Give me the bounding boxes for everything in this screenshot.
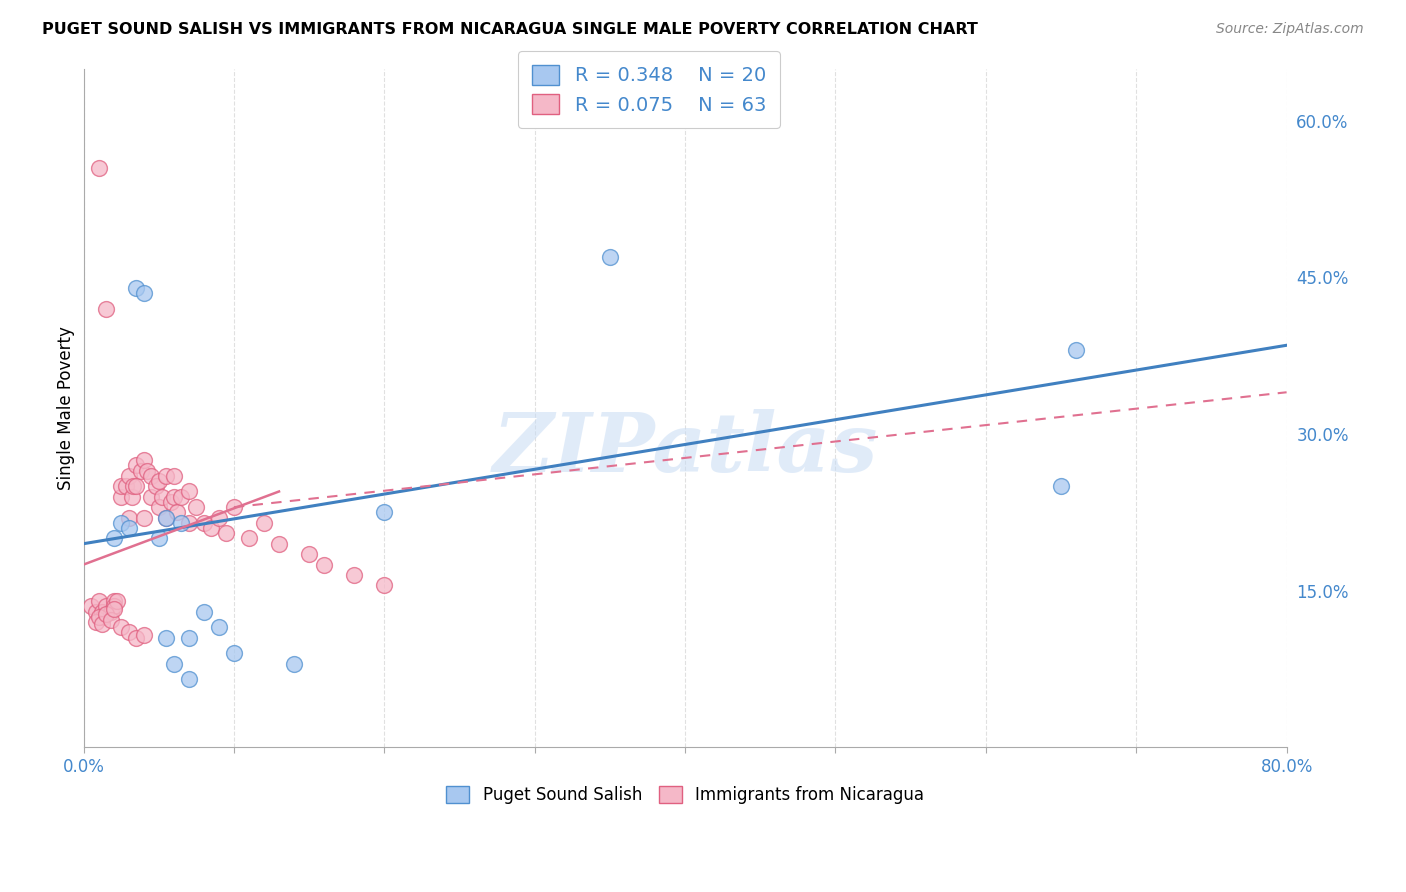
Point [148,532,170,546]
Point [132,453,155,467]
Point [200,521,222,535]
Point [103,532,125,546]
Point [94,301,117,316]
Point [117,468,139,483]
Point [125,281,148,295]
Point [110,490,132,504]
Point [125,631,148,645]
Point [155,510,177,524]
Point [90,617,112,632]
Point [163,468,186,483]
Point [186,500,208,515]
Point [129,464,152,478]
Point [267,537,290,551]
Point [177,484,200,499]
Point [90,605,112,619]
Point [222,500,245,515]
Point [121,490,143,504]
Point [193,516,215,530]
Point [100,605,122,619]
Point [132,627,155,641]
Point [117,510,139,524]
Point [94,607,117,621]
Point [103,594,125,608]
Point [155,510,177,524]
Point [135,464,157,478]
Point [193,605,215,619]
Point [141,468,163,483]
Point [373,505,395,519]
Point [373,578,395,592]
Point [177,673,200,687]
Point [91,609,114,624]
Point [177,516,200,530]
Point [208,510,231,524]
Point [125,458,148,473]
Text: PUGET SOUND SALISH VS IMMIGRANTS FROM NICARAGUA SINGLE MALE POVERTY CORRELATION : PUGET SOUND SALISH VS IMMIGRANTS FROM NI… [42,22,979,37]
Y-axis label: Single Male Poverty: Single Male Poverty [58,326,75,490]
Point [105,594,128,608]
Text: Source: ZipAtlas.com: Source: ZipAtlas.com [1216,22,1364,37]
Point [155,631,177,645]
Point [177,631,200,645]
Point [103,599,125,614]
Point [208,620,231,634]
Point [84,605,107,619]
Point [1064,343,1087,358]
Point [148,474,170,488]
Point [283,657,305,671]
Point [253,516,276,530]
Point [148,500,170,515]
Point [87,594,110,608]
Point [215,526,238,541]
Text: ZIPatlas: ZIPatlas [492,409,877,489]
Point [145,479,167,493]
Point [94,599,117,614]
Point [150,490,173,504]
Point [170,516,193,530]
Point [238,532,260,546]
Point [114,479,136,493]
Point [87,609,110,624]
Point [166,505,188,519]
Point [122,479,145,493]
Point [117,521,139,535]
Point [110,620,132,634]
Point [163,657,186,671]
Point [141,490,163,504]
Point [125,479,148,493]
Point [159,495,181,509]
Legend: Puget Sound Salish, Immigrants from Nicaragua: Puget Sound Salish, Immigrants from Nica… [436,775,934,814]
Point [222,646,245,660]
Point [100,613,122,627]
Point [132,510,155,524]
Point [80,599,103,614]
Point [599,250,621,264]
Point [110,516,132,530]
Point [103,602,125,616]
Point [132,286,155,301]
Point [117,625,139,640]
Point [110,479,132,493]
Point [1050,479,1073,493]
Point [163,490,186,504]
Point [298,547,321,561]
Point [155,468,177,483]
Point [314,558,336,572]
Point [343,568,366,582]
Point [84,615,107,629]
Point [170,490,193,504]
Point [87,161,110,175]
